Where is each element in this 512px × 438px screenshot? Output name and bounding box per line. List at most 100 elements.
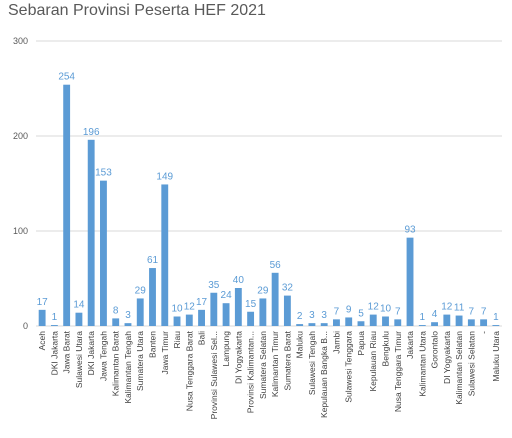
bar bbox=[149, 268, 156, 326]
bar bbox=[50, 325, 58, 326]
data-label: 4 bbox=[432, 309, 438, 320]
bar bbox=[308, 323, 316, 326]
category-label: Nusa Tenggara Timur bbox=[393, 331, 403, 412]
bar bbox=[333, 319, 340, 326]
category-label: DKI Jakarta bbox=[86, 331, 96, 376]
data-label: 7 bbox=[481, 306, 487, 317]
bar bbox=[38, 309, 46, 326]
category-label: Maluku bbox=[295, 331, 305, 359]
category-label: DI Yogyakarta bbox=[233, 331, 243, 384]
data-label: 3 bbox=[309, 310, 315, 321]
bar bbox=[100, 180, 107, 326]
bar bbox=[259, 298, 267, 326]
category-label: Gorontalo bbox=[430, 331, 440, 369]
data-label: 1 bbox=[493, 312, 499, 323]
category-label: Lampung bbox=[221, 331, 231, 367]
category-label: DI Yogyakarta bbox=[442, 331, 452, 384]
category-label: - bbox=[479, 331, 489, 334]
category-label: DKI Jakarta bbox=[49, 331, 59, 376]
data-label: 93 bbox=[404, 225, 416, 236]
chart-title: Sebaran Provinsi Peserta HEF 2021 bbox=[8, 2, 266, 19]
data-label: 3 bbox=[125, 310, 131, 321]
data-label: 17 bbox=[37, 297, 49, 308]
bar bbox=[271, 272, 279, 326]
bar bbox=[431, 322, 438, 326]
bar bbox=[492, 325, 500, 326]
category-label: Aceh bbox=[37, 331, 47, 351]
bar bbox=[185, 314, 193, 326]
bar bbox=[124, 323, 132, 326]
bar bbox=[63, 84, 71, 326]
category-label: Jawa Timur bbox=[160, 331, 170, 375]
bar bbox=[210, 292, 218, 326]
data-label: 3 bbox=[321, 310, 327, 321]
category-label: Jambi bbox=[331, 331, 341, 354]
data-label: 29 bbox=[257, 285, 269, 296]
category-label: Sulawesi Utara bbox=[74, 331, 84, 388]
bar bbox=[406, 237, 414, 326]
category-label: Riau bbox=[172, 331, 182, 349]
category-label: Jawa Barat bbox=[62, 330, 72, 373]
bar bbox=[112, 318, 120, 326]
data-label: 8 bbox=[113, 305, 119, 316]
bar bbox=[136, 298, 144, 326]
category-label: Sumatera Barat bbox=[282, 330, 292, 390]
bar bbox=[222, 303, 230, 326]
bar bbox=[75, 312, 83, 326]
bar bbox=[480, 319, 488, 326]
bar bbox=[369, 314, 377, 326]
data-label: 11 bbox=[454, 303, 465, 314]
category-label: Sumatera Utara bbox=[135, 331, 145, 391]
bar bbox=[234, 288, 242, 326]
bar bbox=[283, 295, 291, 326]
bar bbox=[443, 314, 451, 326]
data-label: 61 bbox=[147, 255, 159, 266]
data-label: 7 bbox=[334, 306, 340, 317]
bar bbox=[296, 324, 304, 326]
bar bbox=[467, 319, 475, 326]
data-label: 14 bbox=[73, 300, 85, 311]
data-label: 29 bbox=[135, 285, 147, 296]
y-tick-label: 200 bbox=[13, 131, 28, 141]
bar bbox=[173, 316, 181, 326]
data-label: 9 bbox=[346, 304, 352, 315]
data-label: 40 bbox=[233, 275, 245, 286]
category-label: Bali bbox=[197, 331, 207, 345]
data-label: 24 bbox=[221, 290, 233, 301]
data-label: 32 bbox=[282, 283, 294, 294]
bar bbox=[455, 315, 463, 326]
data-label: 2 bbox=[297, 311, 303, 322]
category-label: Kalimantan Timur bbox=[270, 331, 280, 397]
data-label: 12 bbox=[368, 302, 380, 313]
bar bbox=[394, 319, 402, 326]
data-label: 1 bbox=[420, 312, 426, 323]
bar bbox=[87, 139, 95, 326]
category-label: Kalimantan Barat bbox=[111, 330, 121, 396]
data-label: 5 bbox=[358, 308, 364, 319]
data-label: 15 bbox=[245, 299, 257, 310]
y-tick-label: 300 bbox=[13, 36, 28, 46]
category-label: Jakarta bbox=[405, 331, 415, 359]
bar bbox=[418, 325, 426, 326]
bars bbox=[38, 84, 500, 326]
data-label: 196 bbox=[83, 127, 100, 138]
bar bbox=[198, 309, 205, 326]
category-label: Papua bbox=[356, 331, 366, 356]
category-label: Kalimantan Utara bbox=[417, 331, 427, 397]
data-label: 7 bbox=[469, 306, 475, 317]
category-label: Sumatera Selatan bbox=[258, 331, 268, 399]
category-label: Provinsi Sulawesi Sel... bbox=[209, 331, 219, 419]
bar bbox=[161, 184, 169, 326]
data-label: 7 bbox=[395, 306, 401, 317]
category-label: Banten bbox=[148, 331, 158, 358]
data-label: 149 bbox=[156, 171, 173, 182]
x-axis-category-labels: Aceh DKI Jakarta Jawa Barat Sulawesi Utara D… bbox=[37, 330, 501, 419]
category-label: Nusa Tenggara Barat bbox=[184, 330, 194, 411]
y-axis-tick-labels: 0 100 200 300 bbox=[13, 36, 28, 331]
bar bbox=[247, 311, 255, 326]
y-tick-label: 100 bbox=[13, 226, 28, 236]
category-label: Kepulauan Bangka B... bbox=[319, 331, 329, 418]
data-label: 17 bbox=[196, 297, 208, 308]
